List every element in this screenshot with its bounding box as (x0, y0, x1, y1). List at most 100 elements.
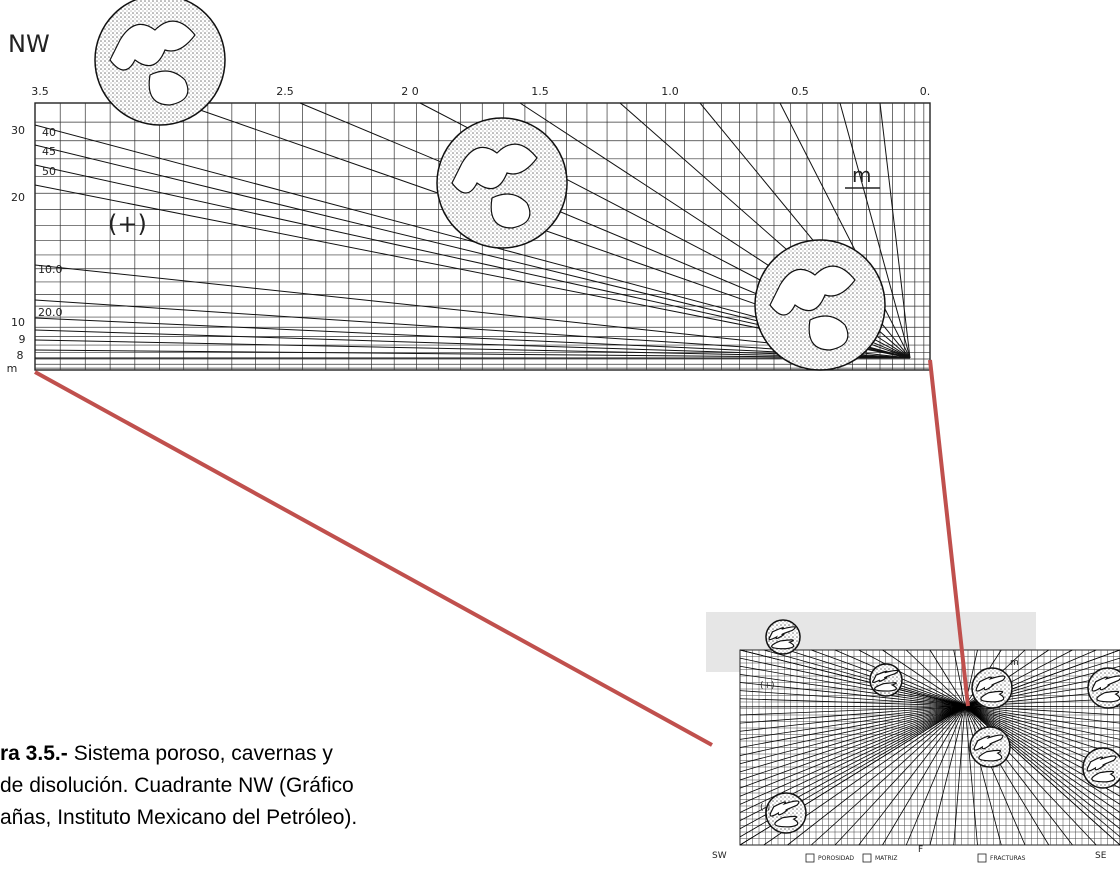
fan-line (739, 705, 966, 773)
fan-line (964, 705, 1120, 732)
fan-line (739, 649, 966, 707)
fan-line (964, 705, 1050, 846)
caption-line: de disolución. Cuadrante NW (Gráfico (0, 774, 354, 797)
thumb-label: m (1010, 658, 1019, 668)
fan-line (739, 705, 966, 732)
top-axis-label: 0.5 (791, 85, 809, 98)
fan-line (858, 649, 966, 707)
fan-line (953, 649, 966, 707)
fan-line (34, 329, 911, 359)
blob (980, 690, 1005, 703)
fan-line (739, 705, 966, 740)
thumb-label: FRACTURAS (990, 855, 1026, 862)
fan-line (964, 705, 1002, 846)
fan-line (34, 299, 911, 359)
region-label: NW (8, 30, 50, 58)
fan-line (964, 705, 1120, 724)
blob (874, 682, 897, 692)
fan-line (739, 705, 966, 757)
connector (928, 359, 970, 707)
fan-line (34, 317, 911, 359)
blob (872, 669, 899, 684)
curve-label: 45 (42, 145, 56, 158)
thumb-label: SE (1095, 851, 1107, 861)
fan-line (810, 705, 966, 846)
fan-line (739, 665, 966, 707)
fan-line (739, 705, 966, 789)
fan-line (739, 705, 966, 765)
fan-line (739, 705, 966, 724)
legend-box (862, 853, 872, 863)
left-axis-label: 20 (11, 191, 25, 204)
fan-line (739, 690, 966, 707)
caption-line: añas, Instituto Mexicano del Petróleo). (0, 806, 357, 829)
fan-line (34, 339, 911, 359)
fan-line (739, 682, 966, 707)
top-axis-label: 2 0 (401, 85, 419, 98)
thumbnail-chart: SW SE POROSIDAD MATRIZ FRACTURAS (+) (-) m F (706, 612, 1120, 863)
top-axis-label: 1.0 (661, 85, 679, 98)
blob (774, 815, 799, 828)
fan-line (787, 705, 966, 846)
fan-line (779, 102, 911, 359)
fan-line (739, 657, 966, 707)
top-axis-label: 1.5 (531, 85, 549, 98)
blob (490, 193, 531, 229)
fan-line (964, 705, 1120, 757)
fan-line (929, 705, 966, 846)
fan-line (34, 264, 911, 359)
blob (973, 734, 1004, 751)
fan-line (858, 705, 966, 846)
thumb-label: (-) (760, 803, 770, 813)
fan-line (964, 705, 1120, 805)
thumb-label: SW (712, 851, 727, 861)
legend-box (977, 853, 987, 863)
thumb-label: (+) (760, 681, 775, 691)
fan-line (905, 649, 966, 707)
m-label: m (852, 163, 871, 187)
fan-line (739, 705, 966, 748)
thumb-label: MATRIZ (875, 855, 898, 862)
connector (34, 370, 713, 747)
fan-line (964, 705, 1026, 846)
left-axis-label: 10 (11, 316, 25, 329)
blob (808, 315, 849, 351)
fan-line (739, 705, 966, 708)
curve-label: 10.0 (38, 263, 63, 276)
caption-text: Sistema poroso, cavernas y (74, 742, 334, 765)
top-axis-label: 0. (920, 85, 931, 98)
sign-label: (+) (108, 210, 147, 238)
fan-line (739, 705, 966, 797)
top-axis-label: 2.5 (276, 85, 294, 98)
fan-line (739, 705, 966, 805)
fan-line (839, 102, 911, 359)
blob (109, 20, 196, 71)
blob (1086, 755, 1117, 772)
caption-label: ra 3.5.- (0, 742, 68, 765)
blob (148, 70, 189, 106)
fan-line (882, 649, 966, 707)
curve-label: 50 (42, 165, 56, 178)
fan-line (879, 102, 911, 359)
caption-line: ra 3.5.- Sistema poroso, cavernas y (0, 742, 333, 765)
fan-line (964, 705, 1120, 740)
fan-line (929, 649, 966, 707)
left-axis-label: m (7, 362, 18, 375)
fan-line (964, 705, 1120, 813)
fan-line (964, 705, 1120, 748)
thumb-label: F (918, 845, 923, 855)
fan-line (739, 698, 966, 707)
fan-line (34, 349, 911, 359)
blob (978, 749, 1003, 762)
blob (451, 143, 538, 194)
blob (768, 626, 796, 641)
fan-line (739, 705, 966, 716)
fan-line (739, 705, 966, 781)
left-axis-label: 30 (11, 124, 25, 137)
blob (769, 265, 856, 316)
curve-label: 20.0 (38, 306, 63, 319)
fan-line (739, 673, 966, 707)
curve-label: 40 (42, 126, 56, 139)
enlarged-chart: 3.5 2.5 2 0 1.5 1.0 0.5 0.30201098m40455010.02… (7, 0, 931, 375)
